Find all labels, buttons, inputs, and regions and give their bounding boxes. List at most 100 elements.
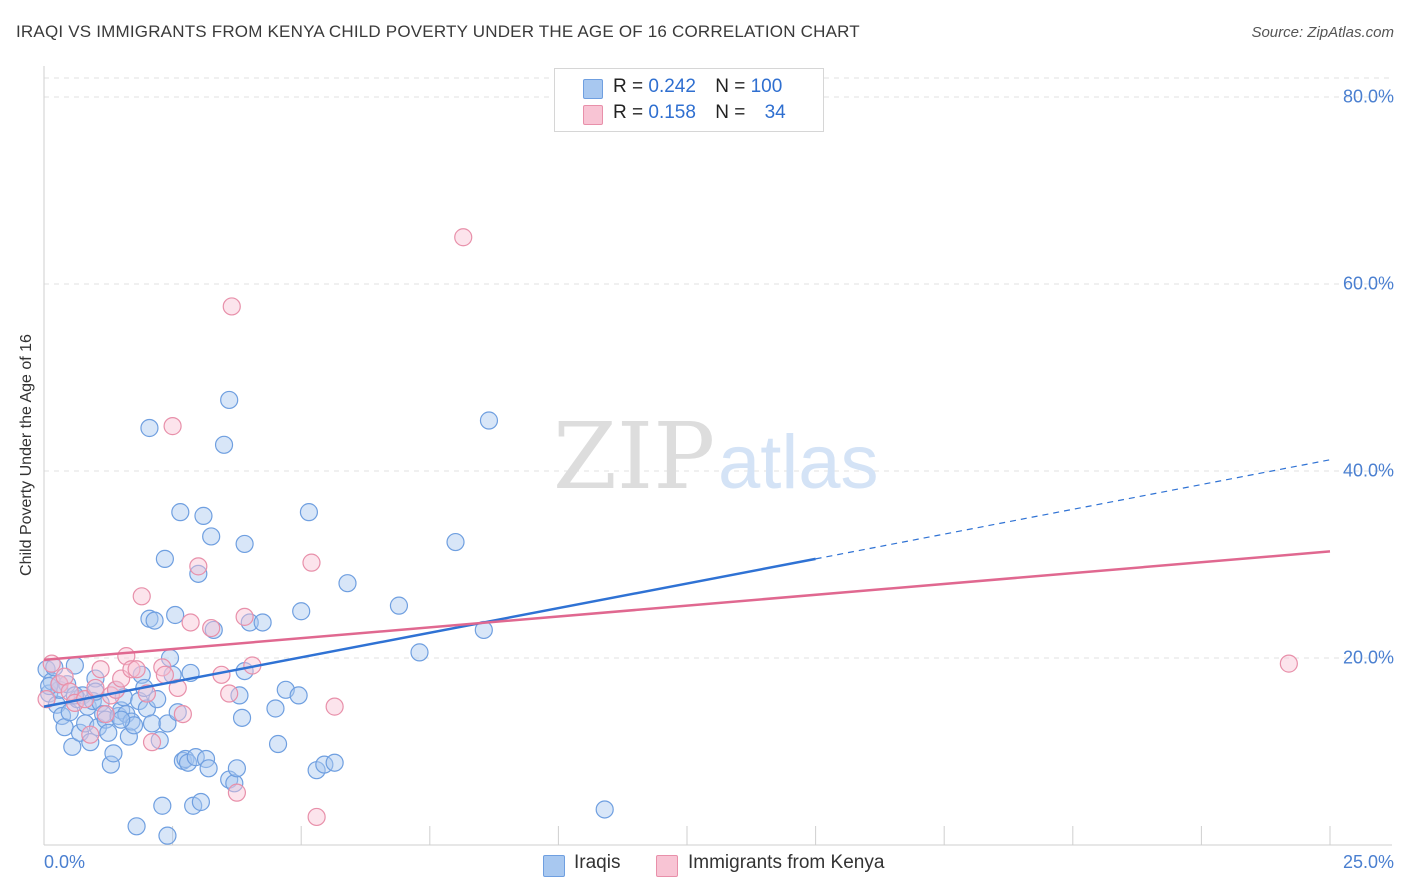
- x-tick-label: 25.0%: [1342, 852, 1394, 872]
- point-kenya: [96, 704, 115, 724]
- point-kenya: [60, 682, 79, 701]
- point-iraqis: [389, 596, 409, 615]
- point-iraqis: [232, 708, 252, 727]
- legend: R = 0.242 N = 100 R = 0.158 N = 34: [554, 68, 824, 132]
- y-tick-label: 80.0%: [1342, 86, 1394, 107]
- point-kenya: [137, 684, 156, 703]
- point-iraqis: [202, 527, 221, 546]
- point-iraqis: [104, 744, 123, 763]
- source-label: Source: ZipAtlas.com: [1251, 24, 1394, 41]
- point-iraqis: [446, 532, 465, 552]
- trend-line-iraqis: [43, 557, 816, 708]
- point-kenya: [127, 660, 146, 679]
- y-tick-label: 40.0%: [1342, 460, 1394, 481]
- point-iraqis: [325, 753, 344, 772]
- point-kenya: [132, 587, 151, 606]
- watermark-zip: ZIP: [553, 403, 715, 510]
- point-iraqis: [155, 549, 174, 568]
- point-kenya: [181, 613, 200, 632]
- legend-r-value: 0.242: [648, 76, 696, 97]
- legend-n-label: N =: [715, 76, 746, 97]
- point-iraqis: [158, 714, 177, 733]
- legend-r-label: R =: [613, 76, 644, 97]
- point-kenya: [202, 618, 221, 638]
- point-iraqis: [299, 503, 319, 522]
- point-iraqis: [148, 690, 167, 709]
- point-iraqis: [158, 826, 177, 845]
- x-tick-label: 0.0%: [44, 852, 86, 872]
- point-iraqis: [235, 534, 254, 554]
- point-iraqis: [266, 699, 285, 718]
- point-iraqis: [292, 602, 311, 621]
- point-iraqis: [214, 435, 234, 454]
- point-iraqis: [112, 710, 131, 729]
- point-kenya: [37, 690, 56, 709]
- trend-line-kenya: [43, 550, 1331, 662]
- point-iraqis: [289, 686, 308, 705]
- point-kenya: [153, 658, 172, 677]
- bottom-legend-kenya: Immigrants from Kenya: [656, 852, 885, 877]
- point-iraqis: [86, 669, 105, 688]
- point-iraqis: [268, 734, 288, 754]
- point-kenya: [227, 783, 246, 802]
- point-kenya: [325, 697, 344, 716]
- point-iraqis: [145, 611, 164, 630]
- point-iraqis: [153, 796, 172, 815]
- point-iraqis: [253, 613, 272, 632]
- point-kenya: [91, 660, 110, 679]
- legend-stats-iraqis: R = 0.242 N = 100: [613, 76, 782, 98]
- point-iraqis: [220, 390, 239, 410]
- y-tick-label: 60.0%: [1342, 273, 1394, 294]
- bottom-legend-iraqis: Iraqis: [543, 852, 621, 877]
- point-iraqis: [240, 613, 259, 632]
- point-iraqis: [81, 733, 100, 752]
- point-kenya: [142, 733, 162, 752]
- point-kenya: [173, 704, 192, 724]
- point-iraqis: [204, 620, 223, 640]
- point-iraqis: [338, 574, 357, 593]
- trend-line-iraqis-extrapolated: [815, 459, 1331, 560]
- point-iraqis: [63, 737, 82, 756]
- point-iraqis: [171, 503, 190, 522]
- point-iraqis: [99, 723, 118, 742]
- chart-title: IRAQI VS IMMIGRANTS FROM KENYA CHILD POV…: [16, 22, 860, 41]
- point-kenya: [122, 660, 141, 679]
- bottom-legend-swatch-kenya: [656, 855, 678, 877]
- point-iraqis: [479, 411, 499, 430]
- point-kenya: [189, 557, 208, 576]
- legend-swatch-iraqis: [583, 79, 603, 99]
- point-iraqis: [127, 817, 146, 836]
- point-iraqis: [140, 418, 159, 438]
- point-iraqis: [199, 759, 218, 778]
- bottom-legend-swatch-iraqis: [543, 855, 565, 877]
- point-iraqis: [410, 643, 429, 662]
- point-kenya: [1279, 654, 1298, 673]
- legend-stats-kenya: R = 0.158 N = 34: [613, 102, 786, 124]
- legend-n-value: 34: [764, 102, 786, 123]
- point-kenya: [454, 228, 473, 247]
- legend-r-label: R =: [613, 102, 644, 123]
- legend-n-value: 100: [750, 76, 783, 97]
- point-kenya: [81, 725, 100, 744]
- point-kenya: [155, 665, 174, 684]
- point-kenya: [168, 678, 187, 698]
- bottom-legend-label-iraqis: Iraqis: [574, 852, 621, 873]
- legend-r-value: 0.158: [648, 102, 696, 123]
- bottom-legend-label-kenya: Immigrants from Kenya: [688, 852, 885, 873]
- point-iraqis: [142, 714, 162, 733]
- point-iraqis: [227, 759, 246, 778]
- point-kenya: [235, 607, 254, 626]
- point-kenya: [307, 807, 326, 827]
- point-kenya: [302, 553, 321, 572]
- point-iraqis: [595, 800, 614, 819]
- point-kenya: [220, 684, 239, 703]
- point-iraqis: [189, 564, 208, 583]
- legend-n-label: N =: [715, 102, 746, 123]
- watermark-atlas: atlas: [718, 420, 879, 505]
- y-tick-label: 20.0%: [1342, 647, 1394, 668]
- point-iraqis: [194, 506, 213, 525]
- legend-swatch-kenya: [583, 105, 603, 125]
- point-iraqis: [101, 755, 120, 774]
- point-iraqis: [119, 727, 138, 746]
